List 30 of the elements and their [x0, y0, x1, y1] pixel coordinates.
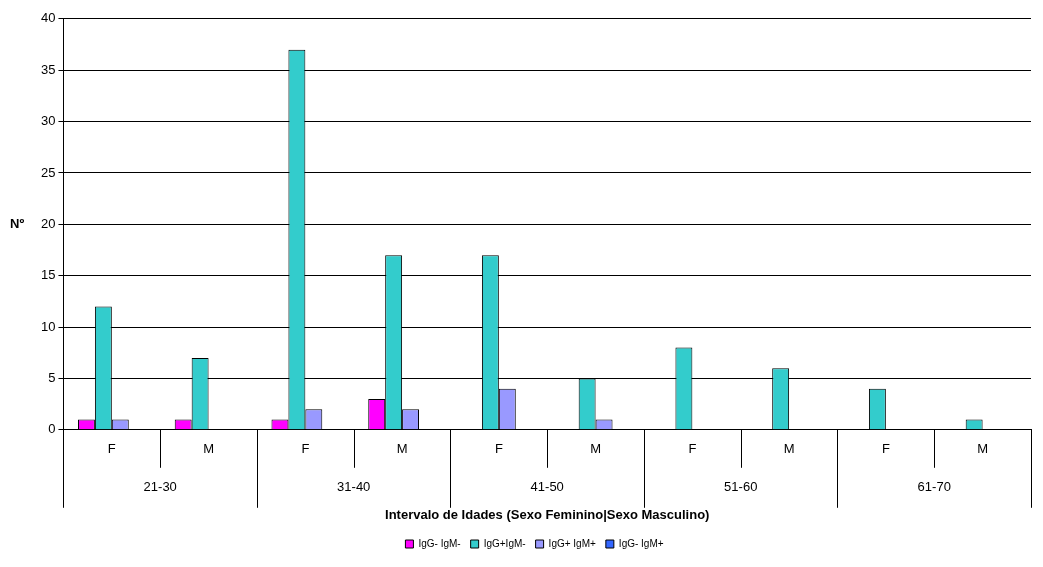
x-tick-label: M [977, 441, 989, 457]
y-tick-label: 10 [40, 318, 56, 334]
y-tick-label: 5 [48, 370, 56, 385]
y-tick-label: 35 [40, 61, 56, 77]
x-tick-label: M [203, 441, 215, 457]
x-tick-label: M [783, 441, 795, 457]
x-tick-label: M [590, 441, 602, 457]
text: 31-40 [337, 479, 371, 495]
x-tick-label: F [301, 441, 310, 457]
text: 21-30 [143, 479, 177, 495]
legend-label: IgG+ IgM+ [548, 537, 597, 549]
y-axis-title: Nº [10, 215, 25, 231]
text: 51-60 [724, 479, 758, 495]
text: 61-70 [917, 479, 951, 495]
legend-label: IgG- IgM- [418, 537, 461, 549]
y-tick-label: 20 [40, 215, 56, 231]
x-tick-label: F [107, 441, 116, 457]
x-axis-title: Intervalo de Idades (Sexo Feminino|Sexo Masculino) [385, 506, 710, 522]
y-tick-label: 30 [40, 113, 56, 129]
x-tick-label: F [881, 441, 890, 457]
x-tick-label: F [494, 441, 503, 457]
y-tick-label: 0 [48, 421, 56, 437]
y-tick-label: 40 [40, 10, 56, 26]
legend-label: IgG- IgM+ [618, 537, 664, 549]
text: 41-50 [530, 479, 564, 495]
legend-label: IgG+IgM- [483, 537, 526, 549]
x-tick-label: M [396, 441, 408, 457]
y-tick-label: 15 [40, 267, 56, 283]
x-tick-label: F [688, 441, 697, 457]
y-tick-label: 25 [40, 164, 56, 180]
